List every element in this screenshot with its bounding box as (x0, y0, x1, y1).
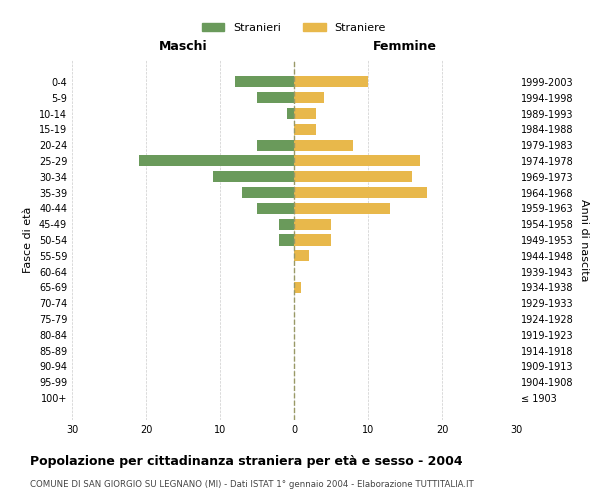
Bar (287, 108, 294, 119)
Bar (294, 250, 309, 262)
Bar (212, 171, 294, 182)
Bar (294, 234, 331, 246)
Y-axis label: Anni di nascita: Anni di nascita (579, 198, 589, 281)
Bar (294, 218, 331, 230)
Bar (279, 234, 294, 246)
Bar (294, 108, 316, 119)
Bar (257, 203, 294, 214)
Bar (294, 203, 390, 214)
Bar (139, 156, 294, 166)
Bar (294, 171, 412, 182)
Bar (294, 76, 368, 88)
Bar (257, 92, 294, 103)
Text: COMUNE DI SAN GIORGIO SU LEGNANO (MI) - Dati ISTAT 1° gennaio 2004 - Elaborazion: COMUNE DI SAN GIORGIO SU LEGNANO (MI) - … (30, 480, 474, 489)
Legend: Stranieri, Straniere: Stranieri, Straniere (198, 19, 390, 38)
Bar (294, 156, 420, 166)
Bar (294, 282, 301, 293)
Bar (294, 187, 427, 198)
Text: Popolazione per cittadinanza straniera per età e sesso - 2004: Popolazione per cittadinanza straniera p… (30, 455, 463, 468)
Y-axis label: Fasce di età: Fasce di età (23, 207, 33, 273)
Bar (257, 140, 294, 150)
Bar (235, 76, 294, 88)
Bar (294, 140, 353, 150)
Text: Maschi: Maschi (158, 40, 208, 53)
Text: Femmine: Femmine (373, 40, 437, 53)
Bar (294, 92, 323, 103)
Bar (294, 124, 316, 135)
Bar (279, 218, 294, 230)
Bar (242, 187, 294, 198)
